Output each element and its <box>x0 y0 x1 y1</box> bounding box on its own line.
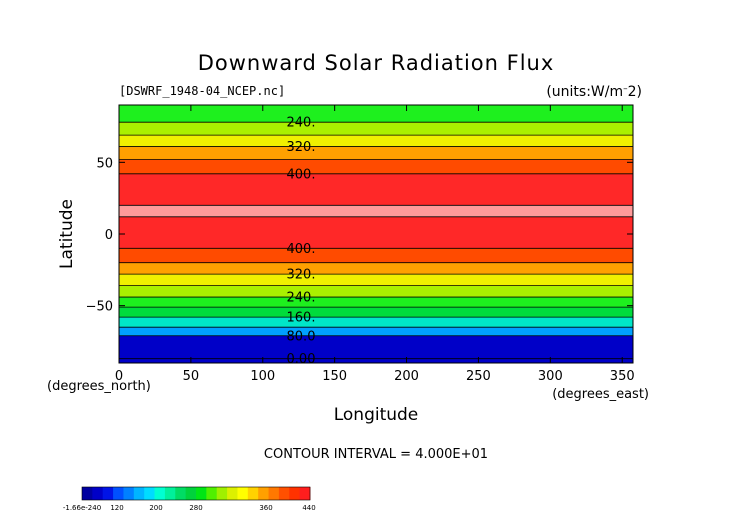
colorbar-tick-label: 440 <box>302 504 315 512</box>
colorbar-tick-label: 120 <box>110 504 123 512</box>
x-tick-label: 200 <box>394 369 419 384</box>
colorbar-swatch <box>164 487 176 500</box>
contour-label: 320. <box>287 140 316 155</box>
contour-label: 320. <box>287 268 316 283</box>
heatmap-band <box>119 159 633 174</box>
x-tick-label: 150 <box>322 369 347 384</box>
contour-label: 240. <box>287 116 316 131</box>
colorbar-ticks: -1.66e-240 120 200 280 360 440 <box>63 504 316 512</box>
colorbar-swatch <box>175 487 187 500</box>
x-tick-label: 50 <box>183 369 200 384</box>
contour-label: 0.00 <box>287 352 316 367</box>
colorbar-swatch <box>227 487 238 500</box>
contour-label: 400. <box>287 242 316 257</box>
contour-label: 240. <box>287 291 316 306</box>
heatmap-band <box>119 297 633 308</box>
colorbar-tick-label: -1.66e-240 <box>63 504 101 512</box>
contour-label: 400. <box>287 167 316 182</box>
x-tick-label: 0 <box>115 369 123 384</box>
colorbar-swatch <box>247 487 259 500</box>
heatmap-band <box>119 173 633 206</box>
colorbar-swatch <box>123 487 135 500</box>
heatmap-band <box>119 307 633 318</box>
x-tick-label: 250 <box>466 369 491 384</box>
contour-interval-note: CONTOUR INTERVAL = 4.000E+01 <box>264 447 488 462</box>
contour-labels: 240. 320. 400. 400. 320. 240. 160. 80.0 0.00 <box>287 116 316 368</box>
colorbar-swatch <box>206 487 218 500</box>
colorbar-tick-label: 280 <box>189 504 202 512</box>
file-label: [DSWRF_1948-04_NCEP.nc] <box>119 84 285 98</box>
colorbar-swatch <box>82 487 93 500</box>
heatmap-bands <box>119 105 633 363</box>
x-tick-label: 350 <box>610 369 635 384</box>
x-tick-label: 300 <box>538 369 563 384</box>
contour-label: 160. <box>287 311 316 326</box>
heatmap-band <box>119 122 633 136</box>
heatmap-band <box>119 327 633 336</box>
y-unit-label: (degrees_north) <box>47 379 151 394</box>
colorbar-swatch <box>237 487 249 500</box>
colorbar-swatch <box>289 487 301 500</box>
x-unit-label: (degrees_east) <box>552 387 649 402</box>
colorbar-swatch <box>196 487 207 500</box>
colorbar-swatch <box>216 487 228 500</box>
x-axis-label: Longitude <box>334 405 419 425</box>
colorbar-swatch <box>258 487 269 500</box>
y-tick-label: 50 <box>96 156 113 171</box>
colorbar-swatch <box>92 487 104 500</box>
heatmap-band <box>119 146 633 160</box>
heatmap-band <box>119 248 633 263</box>
colorbar-swatch <box>154 487 166 500</box>
y-axis-ticks: −50 0 50 <box>86 156 633 315</box>
chart-title: Downward Solar Radiation Flux <box>198 51 555 75</box>
y-tick-label: 0 <box>105 228 113 243</box>
heatmap-band <box>119 274 633 286</box>
heatmap-band <box>119 105 633 123</box>
y-tick-label: −50 <box>86 300 113 315</box>
heatmap-band <box>119 135 633 147</box>
x-axis-ticks: 0 50 100 150 200 250 300 350 <box>115 105 635 384</box>
colorbar-swatch <box>102 487 114 500</box>
colorbar-swatch <box>278 487 290 500</box>
colorbar <box>81 486 311 501</box>
heatmap-band <box>119 262 633 275</box>
heatmap-band <box>119 285 633 298</box>
colorbar-swatch <box>133 487 145 500</box>
colorbar-swatch <box>144 487 155 500</box>
colorbar-swatch <box>185 487 197 500</box>
heatmap-band <box>119 216 633 249</box>
colorbar-swatch <box>299 487 311 500</box>
colorbar-swatch <box>113 487 124 500</box>
contour-label: 80.0 <box>287 329 316 344</box>
heatmap-band <box>119 317 633 328</box>
units-label: (units:W/m–2) <box>546 84 642 100</box>
colorbar-frame <box>81 486 311 501</box>
colorbar-tick-label: 200 <box>149 504 162 512</box>
heatmap-band <box>119 205 633 217</box>
contour-lines <box>119 121 633 360</box>
x-tick-label: 100 <box>250 369 275 384</box>
colorbar-swatch <box>268 487 280 500</box>
colorbar-tick-label: 360 <box>259 504 272 512</box>
y-axis-label: Latitude <box>57 199 77 269</box>
